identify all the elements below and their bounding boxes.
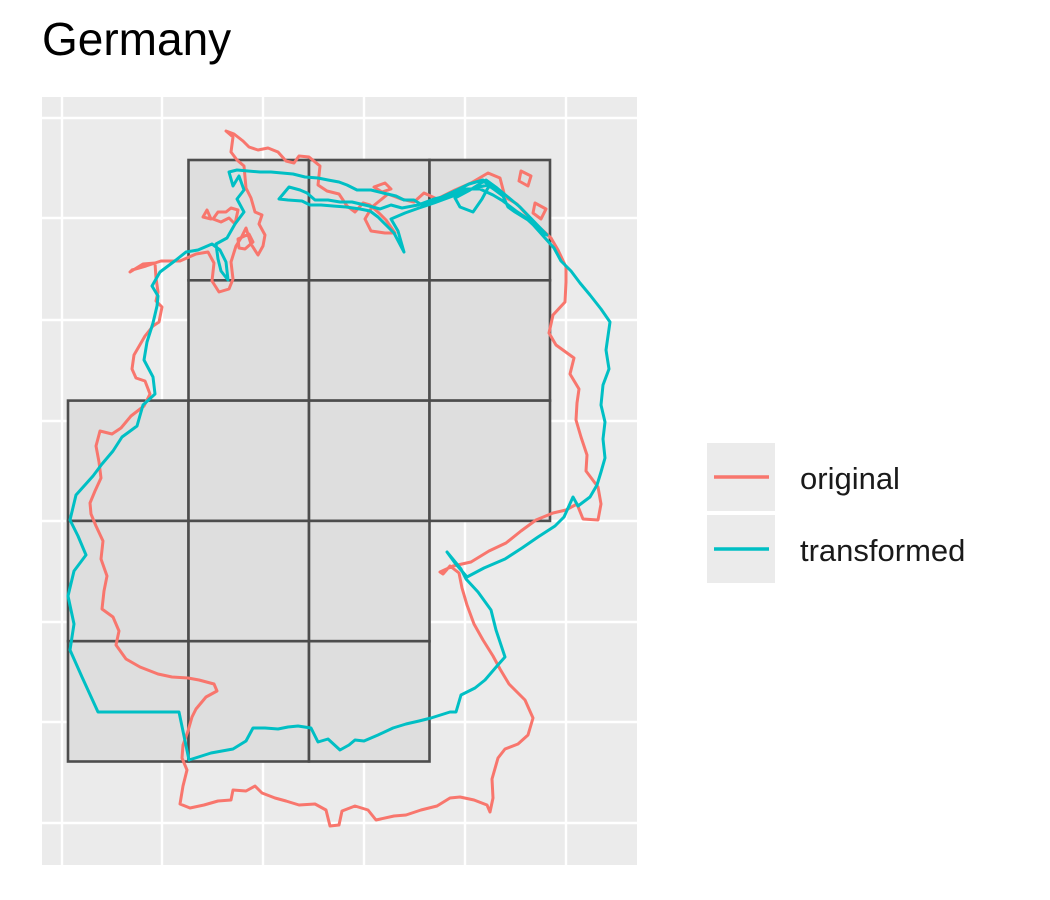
grid-cell	[187, 519, 311, 643]
grid-cell	[428, 278, 552, 402]
legend: original transformed	[707, 443, 965, 583]
transformed-outline	[66, 168, 612, 762]
grid-cell	[187, 399, 311, 523]
legend-label-original: original	[800, 461, 900, 496]
grid-cell	[428, 399, 552, 523]
grid-cell	[187, 158, 311, 282]
grid-cell	[307, 519, 431, 643]
grid-cell	[307, 278, 431, 402]
grid-cell	[187, 278, 311, 402]
grid-cell	[307, 399, 431, 523]
grid-cell	[307, 639, 431, 763]
original-outline	[88, 129, 603, 828]
grid-cell	[66, 519, 190, 643]
plot-title: Germany	[42, 13, 232, 65]
grid-cell	[187, 639, 311, 763]
legend-label-transformed: transformed	[800, 533, 965, 568]
grid-cell	[307, 158, 431, 282]
